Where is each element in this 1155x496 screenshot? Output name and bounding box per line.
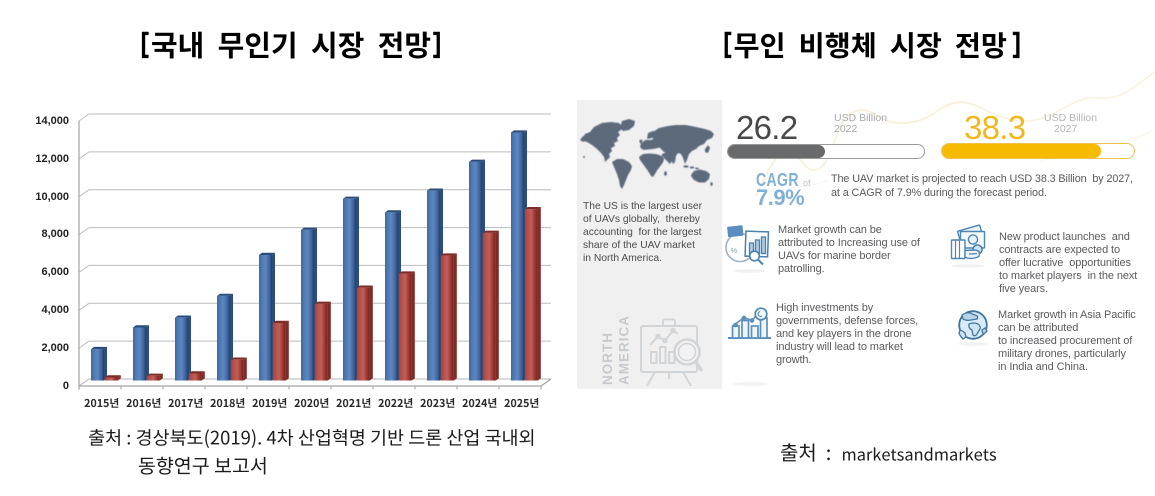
svg-text:%: %: [731, 246, 738, 255]
